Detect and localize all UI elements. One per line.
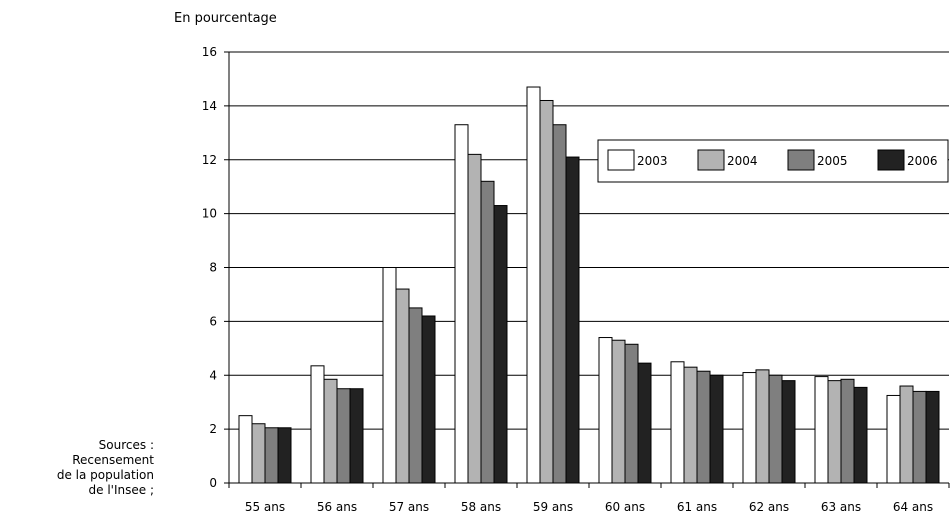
sources-line: de l'Insee ; [88, 483, 154, 497]
bar-2003 [742, 372, 757, 484]
x-axis-ticks: 55 ans 56 ans 57 ans 58 ans 59 ans 60 ans 61 a… [228, 483, 950, 514]
grid-lines [229, 51, 949, 430]
bar-2004 [323, 378, 338, 484]
legend-swatch [607, 149, 635, 171]
legend-swatch [787, 149, 815, 171]
bar-2006 [493, 205, 508, 484]
bar-2004 [827, 380, 842, 484]
bar-2003 [382, 267, 397, 484]
bar-2003 [814, 376, 829, 484]
x-tick-label: 57 ans [389, 500, 429, 514]
y-tick-label: 16 [202, 45, 217, 59]
bar-2005 [408, 307, 423, 484]
bar-2005 [336, 388, 351, 484]
bar-2006 [637, 362, 652, 484]
sources-line: de la population [56, 468, 154, 482]
bar-2004 [395, 288, 410, 484]
y-tick-label: 10 [202, 207, 217, 221]
bar-2005 [624, 343, 639, 484]
y-tick-label: 14 [202, 99, 217, 113]
bar-2006 [709, 374, 724, 484]
x-tick-label: 63 ans [821, 500, 861, 514]
bar-2004 [683, 366, 698, 484]
x-tick-label: 58 ans [461, 500, 501, 514]
bar-2005 [840, 378, 855, 484]
bar-2003 [670, 361, 685, 484]
axes [228, 52, 949, 484]
bar-2003 [310, 365, 325, 484]
bar-2004 [467, 153, 482, 484]
y-tick-label: 8 [209, 261, 217, 275]
bar-2004 [755, 369, 770, 484]
bar-2004 [611, 339, 626, 484]
y-tick-label: 0 [209, 476, 217, 490]
bar-2003 [526, 86, 541, 484]
legend-swatch [877, 149, 905, 171]
sources-note: Sources : Recensement de la population d… [0, 438, 154, 498]
bar-2006 [565, 156, 580, 484]
bar-2003 [238, 415, 253, 484]
x-tick-label: 59 ans [533, 500, 573, 514]
bar-2005 [264, 427, 279, 484]
y-axis-label: En pourcentage [174, 11, 277, 26]
bar-2003 [598, 337, 613, 484]
bar-2006 [781, 380, 796, 484]
bar-2006 [349, 388, 364, 484]
bar-2005 [768, 374, 783, 484]
bar-2004 [251, 423, 266, 484]
bar-2006 [421, 315, 436, 484]
x-tick-label: 55 ans [245, 500, 285, 514]
x-tick-label: 61 ans [677, 500, 717, 514]
bar-2003 [454, 124, 469, 484]
x-tick-label: 62 ans [749, 500, 789, 514]
legend-label: 2006 [907, 154, 938, 168]
legend: 2003 2004 2005 2006 [597, 139, 949, 183]
bar-2003 [886, 394, 901, 484]
bar-2005 [696, 370, 711, 484]
sources-line: Sources : [98, 438, 154, 452]
bar-2006 [853, 386, 868, 484]
y-axis-ticks: 0 2 4 6 8 10 12 14 16 [202, 45, 229, 490]
x-tick-label: 64 ans [893, 500, 933, 514]
y-tick-label: 12 [202, 153, 217, 167]
bar-2006 [925, 390, 940, 484]
legend-label: 2005 [817, 154, 848, 168]
x-tick-label: 56 ans [317, 500, 357, 514]
legend-swatch [697, 149, 725, 171]
bar-2004 [539, 99, 554, 484]
y-tick-label: 4 [209, 368, 217, 382]
bar-2004 [899, 385, 914, 484]
bar-2005 [552, 124, 567, 484]
bar-2005 [912, 390, 927, 484]
x-tick-label: 60 ans [605, 500, 645, 514]
y-tick-label: 6 [209, 314, 217, 328]
legend-label: 2004 [727, 154, 758, 168]
legend-label: 2003 [637, 154, 668, 168]
y-tick-label: 2 [209, 422, 217, 436]
bar-2005 [480, 180, 495, 484]
sources-line: Recensement [72, 453, 154, 467]
bar-2006 [277, 427, 292, 484]
